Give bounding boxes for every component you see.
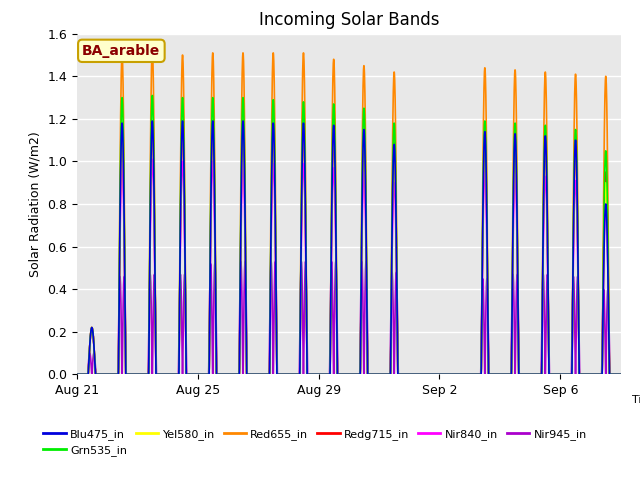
Redg715_in [73, 372, 81, 377]
Text: Time: Time [632, 395, 640, 405]
Nir840_in [189, 372, 197, 377]
Grn535_in [617, 372, 625, 377]
Title: Incoming Solar Bands: Incoming Solar Bands [259, 11, 439, 29]
Red655_in [402, 372, 410, 377]
Redg715_in [402, 372, 410, 377]
Nir945_in [617, 372, 625, 377]
Red655_in [617, 372, 625, 377]
Nir945_in [565, 372, 573, 377]
Grn535_in [617, 372, 625, 377]
Text: BA_arable: BA_arable [82, 44, 161, 58]
Blu475_in [402, 372, 410, 377]
Grn535_in [73, 372, 81, 377]
Legend: Blu475_in, Grn535_in, Yel580_in, Red655_in, Redg715_in, Nir840_in, Nir945_in: Blu475_in, Grn535_in, Yel580_in, Red655_… [39, 424, 591, 460]
Nir840_in [412, 372, 419, 377]
Yel580_in [73, 372, 81, 377]
Redg715_in [225, 372, 233, 377]
Blu475_in [148, 118, 156, 124]
Yel580_in [565, 372, 573, 377]
Blu475_in [617, 372, 625, 377]
Grn535_in [412, 372, 419, 377]
Nir840_in [565, 372, 573, 377]
Line: Blu475_in: Blu475_in [77, 121, 621, 374]
Nir945_in [189, 372, 197, 377]
Yel580_in [402, 372, 410, 377]
Yel580_in [617, 372, 625, 377]
Grn535_in [565, 372, 573, 377]
Nir945_in [402, 372, 410, 377]
Red655_in [617, 372, 625, 377]
Red655_in [225, 372, 233, 377]
Line: Nir945_in: Nir945_in [77, 262, 621, 374]
Redg715_in [617, 372, 625, 377]
Yel580_in [189, 372, 197, 377]
Nir945_in [225, 372, 232, 377]
Line: Red655_in: Red655_in [77, 48, 621, 374]
Redg715_in [189, 372, 197, 377]
Grn535_in [402, 372, 410, 377]
Red655_in [73, 372, 81, 377]
Nir840_in [617, 372, 625, 377]
Redg715_in [565, 372, 573, 377]
Grn535_in [225, 372, 233, 377]
Nir840_in [402, 372, 410, 377]
Blu475_in [412, 372, 419, 377]
Nir945_in [237, 259, 244, 264]
Red655_in [148, 46, 156, 51]
Line: Yel580_in: Yel580_in [77, 121, 621, 374]
Yel580_in [148, 118, 156, 124]
Nir840_in [148, 156, 156, 162]
Y-axis label: Solar Radiation (W/m2): Solar Radiation (W/m2) [29, 131, 42, 277]
Yel580_in [617, 372, 625, 377]
Yel580_in [412, 372, 419, 377]
Blu475_in [73, 372, 81, 377]
Red655_in [565, 372, 573, 377]
Blu475_in [617, 372, 625, 377]
Red655_in [412, 372, 419, 377]
Redg715_in [412, 372, 419, 377]
Grn535_in [148, 93, 156, 98]
Line: Nir840_in: Nir840_in [77, 159, 621, 374]
Blu475_in [565, 372, 573, 377]
Grn535_in [189, 372, 197, 377]
Nir840_in [617, 372, 625, 377]
Red655_in [189, 372, 197, 377]
Line: Redg715_in: Redg715_in [77, 125, 621, 374]
Blu475_in [189, 372, 197, 377]
Redg715_in [148, 122, 156, 128]
Nir945_in [617, 372, 625, 377]
Nir840_in [73, 372, 81, 377]
Nir840_in [225, 372, 233, 377]
Yel580_in [225, 372, 233, 377]
Nir945_in [73, 372, 81, 377]
Blu475_in [225, 372, 233, 377]
Redg715_in [617, 372, 625, 377]
Nir945_in [412, 372, 419, 377]
Line: Grn535_in: Grn535_in [77, 96, 621, 374]
